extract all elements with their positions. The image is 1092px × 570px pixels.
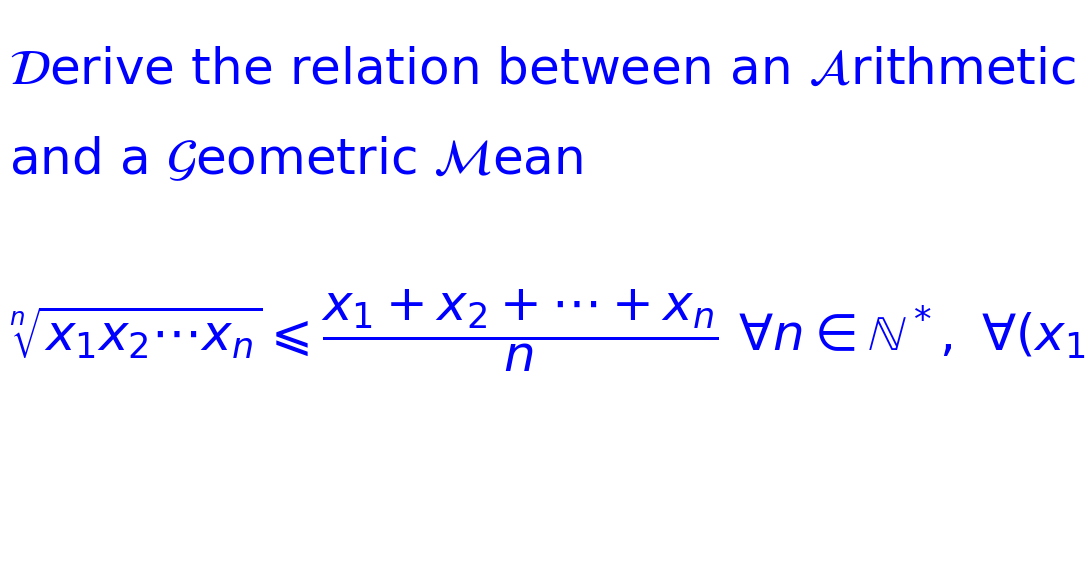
- Text: $\mathrm{and\ a\ }\mathcal{G}\mathrm{eometric\ }\mathcal{M}\mathrm{ean}$: $\mathrm{and\ a\ }\mathcal{G}\mathrm{eom…: [9, 136, 583, 185]
- Text: $\mathcal{D}\mathrm{erive\ the\ relation\ between\ an\ }\mathcal{A}\mathrm{rithm: $\mathcal{D}\mathrm{erive\ the\ relation…: [9, 46, 1092, 93]
- Text: $\sqrt[n]{x_1 x_2 \cdots x_n} \leqslant \dfrac{x_1+x_2+\cdots+x_n}{n}\ \forall n: $\sqrt[n]{x_1 x_2 \cdots x_n} \leqslant …: [9, 287, 1092, 374]
